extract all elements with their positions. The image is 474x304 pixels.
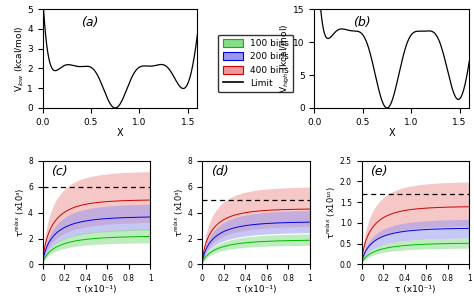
X-axis label: τ (x10⁻¹): τ (x10⁻¹) bbox=[395, 285, 436, 294]
X-axis label: X: X bbox=[389, 128, 395, 138]
Legend: 100 bins, 200 bins, 400 bins, Limit: 100 bins, 200 bins, 400 bins, Limit bbox=[219, 35, 293, 92]
Text: (b): (b) bbox=[353, 16, 371, 29]
Text: (d): (d) bbox=[211, 165, 228, 178]
Y-axis label: τ$^{relax}$ (x10³): τ$^{relax}$ (x10³) bbox=[13, 188, 27, 237]
Y-axis label: V$_{low}$ (kcal/mol): V$_{low}$ (kcal/mol) bbox=[13, 25, 26, 92]
Text: (a): (a) bbox=[82, 16, 99, 29]
Text: (c): (c) bbox=[51, 165, 68, 178]
X-axis label: τ (x10⁻¹): τ (x10⁻¹) bbox=[76, 285, 117, 294]
X-axis label: τ (x10⁻¹): τ (x10⁻¹) bbox=[236, 285, 276, 294]
Y-axis label: τ$^{relax}$ (x10¹⁰): τ$^{relax}$ (x10¹⁰) bbox=[325, 186, 338, 239]
X-axis label: X: X bbox=[117, 128, 123, 138]
Y-axis label: V$_{high}$ (kcal/mol): V$_{high}$ (kcal/mol) bbox=[279, 24, 292, 93]
Text: (e): (e) bbox=[370, 165, 388, 178]
Y-axis label: τ$^{relax}$ (x10³): τ$^{relax}$ (x10³) bbox=[173, 188, 186, 237]
